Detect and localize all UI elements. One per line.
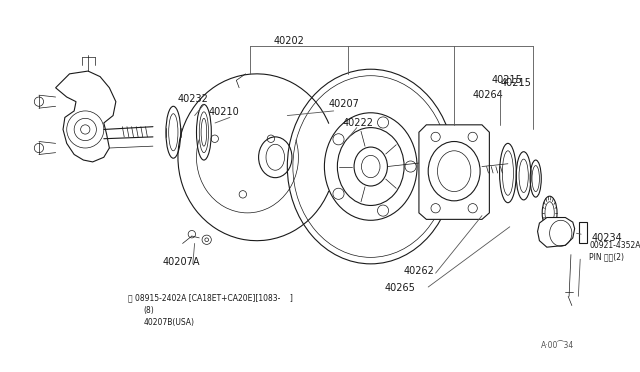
Text: 00921-4352A: 00921-4352A: [589, 241, 640, 250]
Text: 40234: 40234: [591, 233, 622, 243]
Text: 40207: 40207: [329, 99, 360, 109]
Text: (8): (8): [143, 306, 154, 315]
Text: 40210: 40210: [209, 107, 239, 117]
Text: 40262: 40262: [403, 266, 434, 276]
FancyBboxPatch shape: [579, 222, 587, 243]
Text: 40215: 40215: [492, 76, 522, 85]
Text: PIN ピン(2): PIN ピン(2): [589, 252, 625, 261]
Text: 40207A: 40207A: [162, 257, 200, 267]
Polygon shape: [419, 125, 490, 219]
Polygon shape: [538, 218, 575, 247]
Text: 40215: 40215: [500, 78, 531, 88]
Text: Ⓢ 08915-2402A [CA18ET+CA20E][1083-    ]: Ⓢ 08915-2402A [CA18ET+CA20E][1083- ]: [128, 294, 292, 303]
Text: 40222: 40222: [343, 118, 374, 128]
Text: 40202: 40202: [273, 36, 304, 46]
Text: 40232: 40232: [178, 94, 209, 104]
Text: A·00⁀34: A·00⁀34: [541, 341, 575, 350]
Text: 40264: 40264: [473, 90, 504, 100]
Text: 40265: 40265: [385, 283, 415, 293]
Text: 40207B(USA): 40207B(USA): [143, 318, 195, 327]
